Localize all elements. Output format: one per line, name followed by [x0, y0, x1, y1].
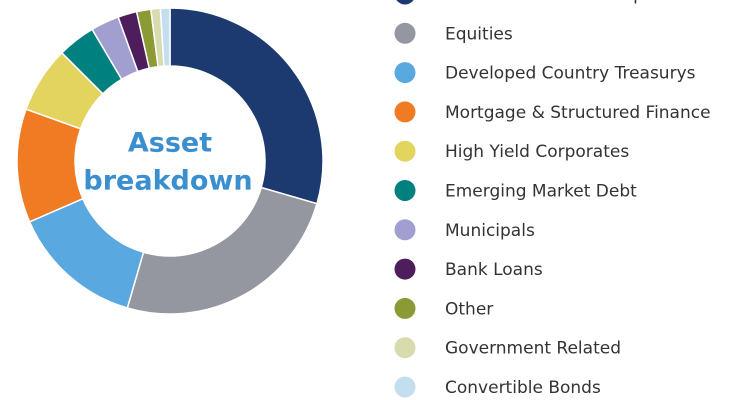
donut-segment [159, 7, 171, 67]
center-text: breakdown [83, 166, 252, 197]
legend-label: Bank Loans [445, 260, 543, 280]
legend-swatch [394, 140, 416, 162]
donut-segment [126, 186, 318, 315]
legend-swatch [394, 219, 416, 241]
legend-swatch [394, 376, 416, 398]
legend-label: Emerging Market Debt [445, 182, 637, 202]
legend-label: Equities [445, 24, 513, 44]
legend-label: Developed Country Treasurys [445, 64, 696, 84]
legend-swatch [394, 22, 416, 44]
legend-label: High Yield Corporates [445, 142, 629, 162]
legend-swatch [394, 337, 416, 359]
legend-swatch [394, 62, 416, 84]
legend-label: Convertible Bonds [445, 378, 601, 398]
donut [16, 7, 324, 315]
legend-swatch [394, 101, 416, 123]
legend-label: Investment Grade Corporates [445, 0, 698, 5]
legend-label: Government Related [445, 339, 621, 359]
donut-segment [169, 7, 324, 205]
legend-swatch [396, 0, 414, 5]
center-text: Asset [128, 128, 212, 159]
legend-label: Mortgage & Structured Finance [445, 103, 711, 123]
legend-swatch [394, 180, 416, 201]
legend-swatch [394, 258, 416, 280]
legend-label: Municipals [445, 221, 535, 241]
legend: Investment Grade Corporates Equities Devel… [394, 0, 711, 398]
legend-swatch [394, 297, 416, 319]
legend-label: Other [445, 299, 493, 319]
